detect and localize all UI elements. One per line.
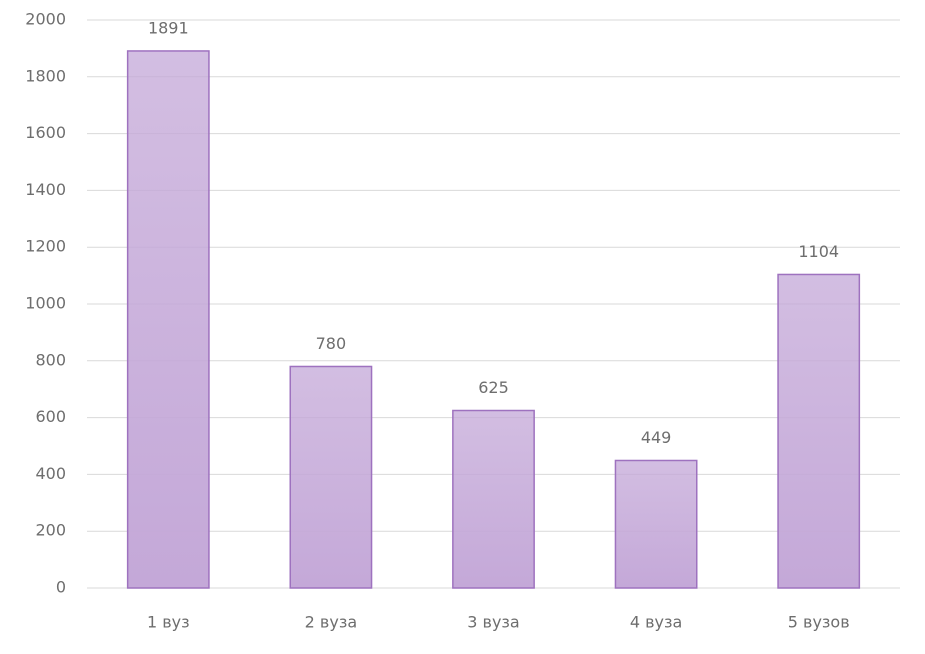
x-tick-label: 2 вуза (305, 613, 357, 632)
value-label: 1104 (798, 242, 839, 261)
x-tick-label: 1 вуз (147, 613, 190, 632)
y-tick-label: 800 (35, 350, 66, 369)
y-tick-label: 600 (35, 407, 66, 426)
y-tick-label: 1200 (25, 237, 66, 256)
y-tick-label: 1400 (25, 180, 66, 199)
y-tick-label: 1000 (25, 294, 66, 313)
value-label: 780 (316, 334, 347, 353)
value-label: 1891 (148, 18, 189, 37)
x-tick-label: 3 вуза (467, 613, 519, 632)
x-tick-label: 5 вузов (788, 613, 850, 632)
y-tick-label: 0 (56, 578, 66, 597)
value-label: 625 (478, 378, 509, 397)
y-tick-label: 1800 (25, 66, 66, 85)
bar (777, 273, 861, 589)
bar (614, 459, 698, 589)
y-tick-label: 200 (35, 521, 66, 540)
y-tick-label: 1600 (25, 123, 66, 142)
value-label: 449 (641, 428, 672, 447)
y-tick-label: 400 (35, 464, 66, 483)
bar (452, 409, 535, 589)
y-tick-label: 2000 (25, 10, 66, 29)
x-tick-label: 4 вуза (630, 613, 682, 632)
bar (126, 50, 210, 589)
bar (289, 365, 373, 589)
